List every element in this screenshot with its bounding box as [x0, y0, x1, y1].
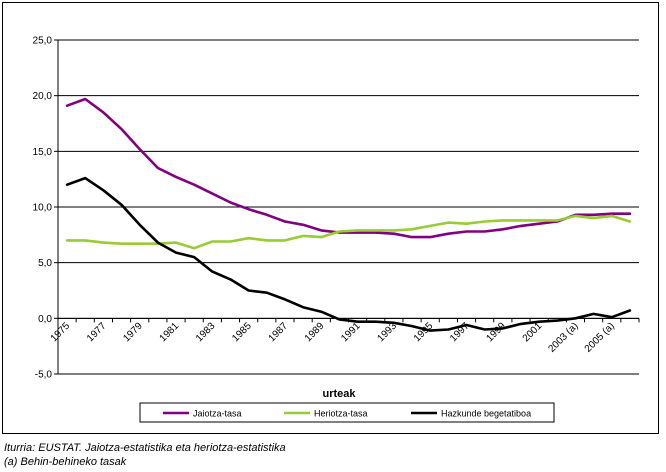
x-tick-label: 1989 — [303, 320, 327, 344]
x-tick-label: 1983 — [194, 320, 218, 344]
x-tick-label: 1997 — [448, 320, 472, 344]
series-line-hazkunde-begetatiboa — [65, 176, 632, 332]
series-lines — [65, 97, 632, 332]
y-tick-labels: 25,0 20,0 15,0 10,0 5,0 0,0 -5,0 — [33, 36, 53, 381]
x-tick-label: 1987 — [267, 320, 291, 344]
footnote-line: (a) Behin-behineko tasak — [4, 456, 127, 468]
y-tick-label: -5,0 — [35, 370, 53, 381]
legend: Jaiotza-tasa Heriotza-tasa Hazkunde begeta… — [139, 402, 555, 423]
y-tick-label: 20,0 — [33, 91, 53, 102]
x-tick-label: 1995 — [412, 320, 436, 344]
chart-frame: 25,0 20,0 15,0 10,0 5,0 0,0 -5,0 1975 1977 1979 1… — [2, 2, 659, 434]
y-tick-label: 5,0 — [38, 258, 52, 269]
x-tick-label: 1975 — [49, 320, 73, 344]
x-tick-label: 1999 — [484, 320, 508, 344]
legend-label-heriotza-tasa: Heriotza-tasa — [314, 409, 368, 419]
line-chart: 25,0 20,0 15,0 10,0 5,0 0,0 -5,0 1975 1977 1979 1… — [33, 36, 640, 423]
x-tick-label: 1981 — [158, 320, 182, 344]
x-axis-title: urteak — [322, 388, 356, 400]
x-tick-label: 1979 — [121, 320, 145, 344]
y-tick-label: 10,0 — [33, 203, 53, 214]
x-tick-label: 2003 (a) — [546, 321, 580, 355]
series-line-heriotza-tasa — [65, 214, 632, 250]
x-tick-label: 1977 — [85, 320, 109, 344]
x-tick-labels: 1975 1977 1979 1981 1983 1985 1987 1989 1991 1993… — [49, 320, 617, 354]
y-tick-label: 0,0 — [38, 314, 52, 325]
axes — [57, 40, 640, 374]
legend-label-hazkunde-begetatiboa: Hazkunde begetatiboa — [441, 409, 531, 419]
legend-box — [139, 402, 555, 423]
x-tick-label: 2005 (a) — [583, 321, 617, 355]
x-tick-label: 1991 — [339, 320, 363, 344]
gridlines — [54, 39, 639, 375]
y-tick-label: 25,0 — [33, 36, 53, 47]
series-line-jaiotza-tasa — [65, 97, 632, 239]
legend-label-jaiotza-tasa: Jaiotza-tasa — [193, 409, 242, 419]
y-tick-label: 15,0 — [33, 147, 53, 158]
x-tick-label: 1985 — [230, 320, 254, 344]
source-line: Iturria: EUSTAT. Jaiotza-estatistika eta… — [4, 442, 286, 454]
